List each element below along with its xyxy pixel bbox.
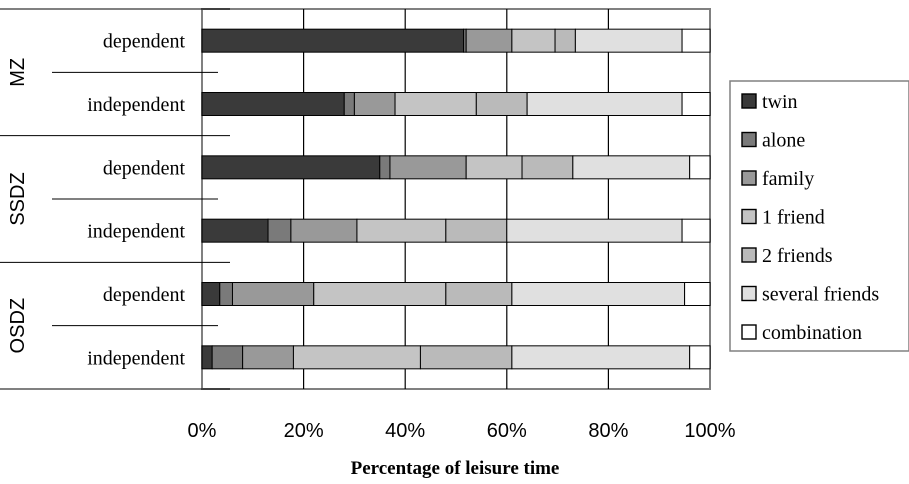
bar-segment-alone bbox=[219, 282, 233, 306]
bar-segment-1-friend bbox=[292, 345, 421, 370]
bar-segment-family bbox=[231, 282, 315, 306]
legend-swatch-alone bbox=[741, 131, 757, 148]
bar-segment-twin bbox=[201, 218, 269, 243]
legend-swatch-family bbox=[741, 170, 757, 186]
bar-segment-several-friends bbox=[511, 282, 686, 306]
legend-label: 1 friend bbox=[762, 207, 825, 229]
bar-segment-1-friend bbox=[511, 28, 556, 53]
category-label: dependent bbox=[103, 284, 186, 306]
legend-box bbox=[729, 80, 909, 352]
bar-segment-alone bbox=[343, 92, 355, 116]
bar-segment-combination bbox=[681, 28, 711, 53]
bar-segment-combination bbox=[681, 218, 711, 243]
bar-segment-2-friends bbox=[419, 345, 513, 370]
bar-segment-twin bbox=[201, 155, 381, 180]
bar-segment-1-friend bbox=[465, 155, 523, 180]
x-tick-label: 40% bbox=[385, 420, 425, 442]
bar-segment-alone bbox=[211, 345, 244, 370]
bar-segment-alone bbox=[379, 155, 391, 180]
x-tick-label: 100% bbox=[684, 420, 735, 442]
category-label: dependent bbox=[103, 157, 186, 179]
category-label: independent bbox=[87, 94, 185, 116]
x-tick-label: 20% bbox=[284, 420, 324, 442]
plot-area bbox=[201, 8, 711, 390]
bar-segment-several-friends bbox=[526, 92, 683, 116]
legend-label: family bbox=[762, 168, 814, 190]
bar-segment-2-friends bbox=[554, 28, 576, 53]
bar-segment-combination bbox=[684, 282, 711, 306]
legend-swatch-1-friend bbox=[741, 208, 757, 225]
bar-segment-twin bbox=[201, 282, 221, 306]
legend-label: twin bbox=[762, 91, 798, 113]
bar-segment-several-friends bbox=[574, 28, 683, 53]
bar-segment-twin bbox=[201, 28, 465, 53]
bar-segment-1-friend bbox=[394, 92, 477, 116]
bar-segment-2-friends bbox=[445, 282, 513, 306]
x-tick-label: 80% bbox=[588, 420, 628, 442]
bar-segment-combination bbox=[681, 92, 711, 116]
bar-segment-2-friends bbox=[475, 92, 528, 116]
bar-segment-twin bbox=[201, 345, 213, 370]
legend-swatch-several-friends bbox=[741, 285, 757, 302]
bar-segment-2-friends bbox=[521, 155, 574, 180]
x-tick-label: 0% bbox=[188, 420, 217, 442]
bar-segment-twin bbox=[201, 92, 345, 116]
group-label: MZ bbox=[7, 58, 29, 87]
bar-segment-family bbox=[290, 218, 358, 243]
bar-segment-several-friends bbox=[506, 218, 683, 243]
group-label: OSDZ bbox=[7, 298, 29, 354]
category-label: dependent bbox=[103, 31, 186, 53]
legend-swatch-twin bbox=[741, 93, 757, 109]
x-tick-label: 60% bbox=[487, 420, 527, 442]
bar-segment-2-friends bbox=[445, 218, 508, 243]
bar-segment-family bbox=[465, 28, 513, 53]
bar-segment-several-friends bbox=[511, 345, 691, 370]
legend-label: 2 friends bbox=[762, 245, 833, 267]
legend-label: alone bbox=[762, 130, 805, 152]
bar-segment-alone bbox=[267, 218, 292, 243]
bar-segment-several-friends bbox=[572, 155, 691, 180]
legend-swatch-combination bbox=[741, 324, 757, 340]
legend-label: combination bbox=[762, 322, 862, 344]
bar-segment-combination bbox=[689, 345, 711, 370]
bar-segment-family bbox=[389, 155, 467, 180]
bar-segment-1-friend bbox=[313, 282, 447, 306]
category-label: independent bbox=[87, 221, 185, 243]
legend-swatch-2-friends bbox=[741, 247, 757, 263]
group-label: SSDZ bbox=[7, 172, 29, 225]
bar-segment-family bbox=[353, 92, 396, 116]
category-label: independent bbox=[87, 347, 185, 369]
x-axis-title: Percentage of leisure time bbox=[351, 458, 560, 479]
legend-label: several friends bbox=[762, 284, 879, 306]
bar-segment-family bbox=[242, 345, 294, 370]
bar-segment-1-friend bbox=[356, 218, 447, 243]
bar-segment-combination bbox=[689, 155, 711, 180]
